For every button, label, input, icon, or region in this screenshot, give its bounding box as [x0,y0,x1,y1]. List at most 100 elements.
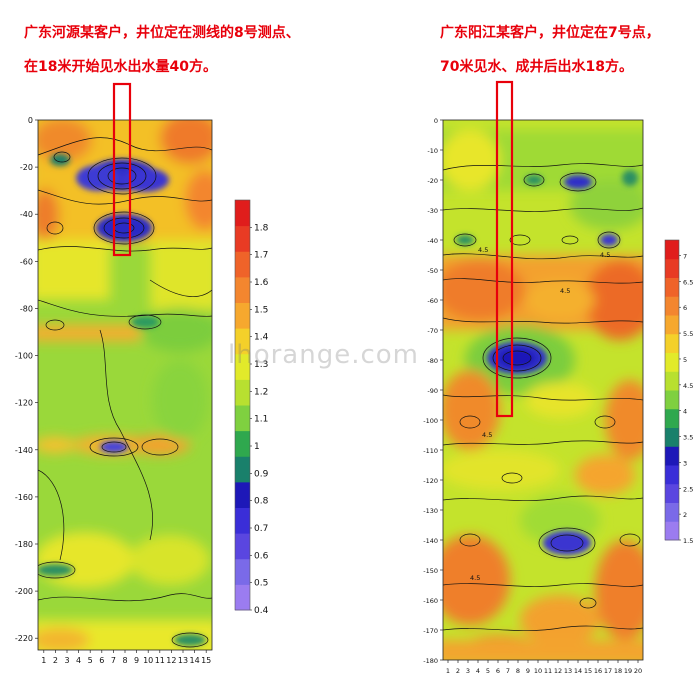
y-tick-label: -20 [20,163,33,172]
x-tick-label: 3 [64,656,69,665]
colorbar-swatch [235,456,250,483]
caption-right-line2: 70米见水、成井后出水18方。 [440,59,633,75]
colorbar-tick-label: 4 [683,408,687,416]
y-tick-label: -180 [15,540,33,549]
x-tick-label: 19 [624,667,632,675]
caption-left-line1: 广东河源某客户，井位定在测线的8号测点、 [24,25,300,41]
x-tick-label: 4 [76,656,81,665]
x-tick-label: 8 [122,656,127,665]
colorbar-swatch [235,430,250,457]
y-tick-label: -60 [20,257,33,266]
left-x-axis: 1 2 3 4 5 6 7 8 9 10 11 12 13 14 15 [41,650,211,665]
colorbar-swatch [665,427,679,447]
x-tick-label: 18 [614,667,622,675]
y-tick-label: -130 [423,507,438,515]
x-tick-label: 20 [634,667,642,675]
right-marker-box [495,80,514,418]
colorbar-swatch [665,483,679,503]
colorbar-tick-label: 1.4 [254,333,269,343]
colorbar-swatch [235,533,250,560]
colorbar-tick-label: 1.3 [254,360,268,370]
x-tick-label: 6 [99,656,104,665]
colorbar-tick-label: 0.5 [254,579,268,589]
contour-label: 4.5 [482,431,492,439]
colorbar-tick-label: 1.8 [254,223,269,233]
y-tick-label: -100 [15,352,33,361]
colorbar-swatch [235,251,250,278]
y-tick-label: -200 [15,587,33,596]
colorbar-swatch [665,315,679,335]
left-y-axis: 0 -20 -40 -60 -80 -100 -120 -140 -160 -180 -200 -22… [15,116,38,643]
y-tick-label: -10 [427,147,438,155]
colorbar-swatch [665,277,679,297]
colorbar-swatch [235,353,250,380]
x-tick-label: 1 [446,667,450,675]
y-tick-label: -140 [15,446,33,455]
colorbar-swatch [235,225,250,252]
y-tick-label: 0 [28,116,33,125]
right-colorbar: 1.5 2 2.5 3 3.5 4 4.5 5 5.5 6 6.5 7 [664,239,693,545]
y-tick-label: -220 [15,634,33,643]
y-tick-label: -70 [427,327,438,335]
colorbar-swatch [665,408,679,428]
colorbar-swatch [235,584,250,611]
caption-right-line1: 广东阳江某客户，井位定在7号点， [440,25,660,41]
x-tick-label: 2 [456,667,460,675]
y-tick-label: -50 [427,267,438,275]
x-tick-label: 13 [564,667,572,675]
colorbar-tick-label: 1.2 [254,387,268,397]
colorbar-swatch [665,371,679,391]
right-contours [443,163,643,631]
colorbar-swatch [665,258,679,278]
colorbar-swatch [665,240,679,260]
x-tick-label: 15 [584,667,592,675]
watermark-text: lhorange.com [228,340,420,370]
colorbar-swatch [235,328,250,355]
x-tick-label: 11 [155,656,165,665]
colorbar-swatch [665,296,679,316]
y-tick-label: -80 [20,304,33,313]
colorbar-tick-label: 7 [683,253,687,261]
left-colorbar: 0.4 0.5 0.6 0.7 0.8 0.9 1 1.1 1.2 1.3 1.4 1.5 1.6 1.7… [234,199,269,616]
colorbar-tick-label: 6 [683,304,687,312]
colorbar-swatch [235,507,250,534]
colorbar-frame [664,239,680,541]
x-tick-label: 12 [166,656,176,665]
x-tick-label: 5 [88,656,93,665]
colorbar-swatch [665,333,679,353]
x-tick-label: 6 [496,667,500,675]
x-tick-label: 14 [574,667,582,675]
colorbar-swatch [665,502,679,522]
colorbar-swatch [235,302,250,329]
colorbar-tick-label: 5 [683,356,687,364]
colorbar-swatch [235,558,250,585]
y-tick-label: 0 [434,117,438,125]
colorbar-tick-label: 4.5 [683,382,693,390]
x-tick-label: 17 [604,667,612,675]
colorbar-swatch [235,379,250,406]
y-tick-label: -90 [427,387,438,395]
caption-left-line2: 在18米开始见水出水量40方。 [24,59,217,75]
y-tick-label: -40 [20,210,33,219]
contour-label: 4.5 [600,251,610,259]
x-tick-label: 7 [506,667,510,675]
y-tick-label: -60 [427,297,438,305]
colorbar-swatch [665,352,679,372]
y-tick-label: -160 [15,493,33,502]
x-tick-label: 12 [554,667,562,675]
colorbar-swatch [235,481,250,508]
x-tick-label: 5 [486,667,490,675]
colorbar-tick-label: 1.5 [683,537,693,545]
y-tick-label: -160 [423,597,438,605]
colorbar-tick-label: 1.7 [254,251,268,261]
y-tick-label: -150 [423,567,438,575]
y-tick-label: -80 [427,357,438,365]
y-tick-label: -120 [15,399,33,408]
left-heatmap [38,120,212,650]
right-y-axis: 0 -10 -20 -30 -40 -50 -60 -70 -80 -90 -100 -110 -120… [423,117,443,665]
left-marker-box [112,82,132,257]
y-tick-label: -100 [423,417,438,425]
y-tick-label: -30 [427,207,438,215]
colorbar-tick-label: 1 [254,442,260,452]
right-x-axis: 1 2 3 4 5 6 7 8 9 10 11 12 13 14 15 16 17 18 19 20 [446,660,642,675]
